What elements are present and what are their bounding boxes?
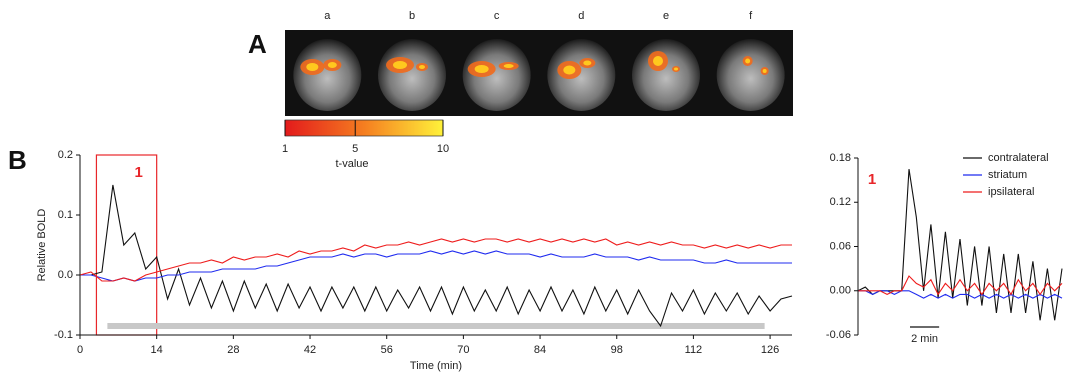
x-tick-label: 70 — [457, 344, 469, 356]
image-label: c — [494, 10, 500, 22]
y-tick-label: -0.1 — [54, 329, 73, 341]
figure: A B abcdef1510t-value1-0.10.00.10.201428… — [0, 0, 1067, 375]
x-tick-label: 84 — [534, 344, 546, 356]
y-tick-label: -0.06 — [826, 329, 851, 341]
highlight-label: 1 — [135, 164, 143, 181]
activation — [475, 65, 489, 73]
activation — [393, 61, 407, 69]
x-axis-label: Time (min) — [410, 360, 462, 372]
legend-label: contralateral — [988, 152, 1049, 164]
series-line — [858, 291, 1062, 298]
activation — [583, 61, 591, 66]
activation — [763, 69, 767, 73]
x-tick-label: 28 — [227, 344, 239, 356]
y-tick-label: 0.0 — [58, 269, 73, 281]
y-tick-label: 0.12 — [830, 196, 851, 208]
x-tick-label: 126 — [761, 344, 779, 356]
x-tick-label: 14 — [151, 344, 163, 356]
image-label: a — [324, 10, 331, 22]
x-tick-label: 112 — [685, 344, 703, 356]
y-tick-label: 0.00 — [830, 285, 851, 297]
image-label: e — [663, 10, 669, 22]
colorbar-tick-label: 5 — [352, 143, 358, 155]
brain-slice — [378, 39, 446, 111]
colorbar-label: t-value — [335, 158, 368, 170]
scale-bar-label: 2 min — [911, 333, 938, 345]
brain-slice — [293, 39, 361, 111]
activation — [419, 65, 425, 69]
series-line — [80, 185, 792, 326]
x-tick-label: 42 — [304, 344, 316, 356]
activation — [563, 66, 575, 75]
x-tick-label: 0 — [77, 344, 83, 356]
y-tick-label: 0.18 — [830, 152, 851, 164]
y-tick-label: 0.06 — [830, 240, 851, 252]
legend-label: striatum — [988, 169, 1027, 181]
activation — [504, 64, 514, 68]
y-axis-label: Relative BOLD — [36, 209, 48, 282]
legend-label: ipsilateral — [988, 186, 1034, 198]
image-label: f — [749, 10, 753, 22]
activation — [653, 56, 663, 66]
brain-slice — [547, 39, 615, 111]
x-tick-label: 98 — [611, 344, 623, 356]
activation — [674, 68, 678, 71]
panel-label: B — [8, 145, 27, 175]
activation — [745, 59, 750, 64]
colorbar-tick-label: 10 — [437, 143, 449, 155]
y-tick-label: 0.2 — [58, 149, 73, 161]
activation — [328, 62, 337, 68]
colorbar — [285, 120, 443, 136]
y-tick-label: 0.1 — [58, 209, 73, 221]
annotation: 1 — [868, 171, 876, 188]
stimulus-bar — [107, 323, 764, 329]
colorbar-tick-label: 1 — [282, 143, 288, 155]
x-tick-label: 56 — [381, 344, 393, 356]
image-label: d — [578, 10, 584, 22]
brain-slice — [632, 39, 700, 111]
panel-label: A — [248, 29, 267, 59]
image-label: b — [409, 10, 415, 22]
brain-slice — [717, 39, 785, 111]
series-line — [80, 251, 792, 281]
activation — [306, 63, 318, 71]
